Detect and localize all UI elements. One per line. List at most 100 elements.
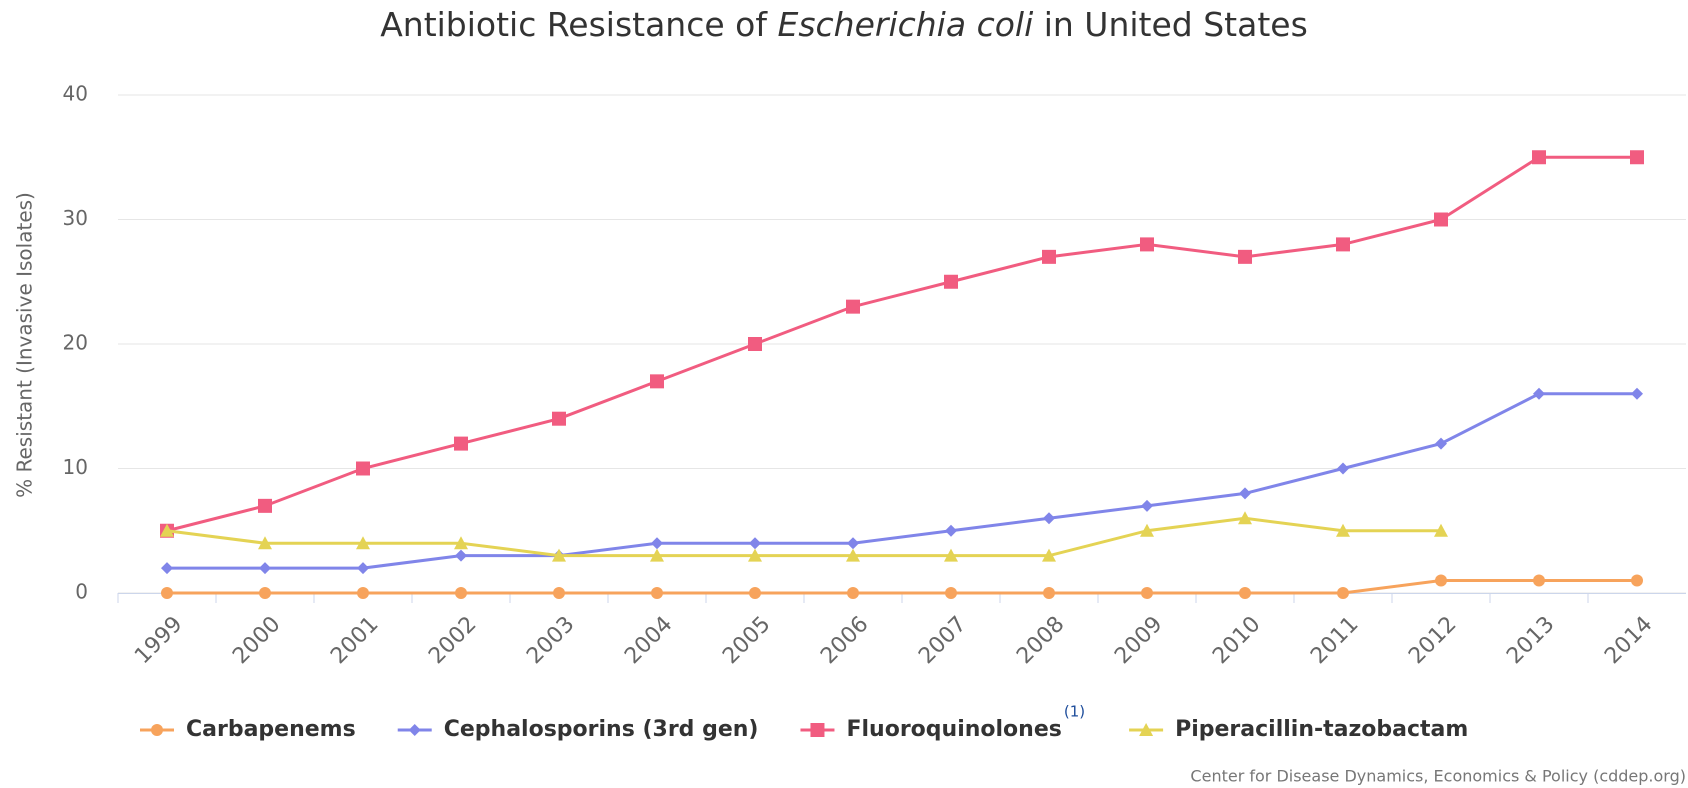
point <box>1238 511 1252 525</box>
legend-label: Carbapenems <box>186 717 356 742</box>
point <box>1042 548 1056 562</box>
point <box>552 548 566 562</box>
point <box>810 723 825 737</box>
point <box>847 537 859 550</box>
point <box>1239 487 1251 500</box>
title-italic: Escherichia coli <box>777 5 1033 44</box>
point <box>748 337 762 351</box>
point <box>161 562 173 575</box>
legend-item: Cephalosporins (3rd gen) <box>397 717 759 742</box>
point <box>552 411 566 426</box>
legend-item: Piperacillin-tazobactam <box>1129 717 1468 742</box>
point <box>357 562 369 575</box>
series-line <box>166 155 1637 533</box>
point <box>1533 387 1545 400</box>
point <box>944 274 958 289</box>
point <box>748 548 762 562</box>
point <box>161 587 173 599</box>
point <box>151 724 163 736</box>
point <box>1140 523 1154 537</box>
point <box>1533 574 1545 587</box>
point <box>1532 150 1546 165</box>
point <box>1336 237 1350 252</box>
y-tick-label: 0 <box>75 580 88 604</box>
point <box>1631 387 1643 400</box>
point <box>749 537 761 550</box>
point <box>944 548 958 562</box>
legend-item: Carbapenems <box>140 717 356 742</box>
y-tick-label: 30 <box>63 206 88 230</box>
series-line <box>166 516 1441 558</box>
x-tick-label: 1999 <box>130 612 187 669</box>
point <box>1043 587 1055 599</box>
y-tick-label: 40 <box>63 82 88 106</box>
x-tick-label: 2014 <box>1600 612 1657 669</box>
legend-footnote: (1) <box>1064 703 1085 721</box>
point <box>1239 587 1251 599</box>
point <box>1337 587 1349 599</box>
legend-label: Fluoroquinolones <box>846 717 1061 742</box>
point <box>1434 212 1448 227</box>
point <box>749 587 761 599</box>
point <box>847 587 859 599</box>
point <box>454 436 468 451</box>
point <box>1337 462 1349 475</box>
series-line <box>167 579 1637 595</box>
x-tick-label: 2012 <box>1404 612 1461 669</box>
series-line <box>167 392 1637 570</box>
y-tick-label: 20 <box>63 331 88 355</box>
point <box>1435 574 1447 587</box>
point <box>846 299 860 314</box>
point <box>945 587 957 599</box>
point <box>1042 249 1056 264</box>
point <box>356 536 370 550</box>
point <box>259 562 271 575</box>
title-part: Antibiotic Resistance of <box>380 5 768 44</box>
point <box>651 537 663 550</box>
x-tick-label: 2002 <box>424 612 481 669</box>
point <box>553 587 565 599</box>
point <box>259 587 271 599</box>
point <box>650 374 664 389</box>
x-tick-label: 2011 <box>1306 612 1363 669</box>
point <box>455 549 467 562</box>
x-tick-label: 2009 <box>1110 612 1167 669</box>
point <box>1141 499 1153 512</box>
point <box>1631 574 1643 587</box>
legend-item: Fluoroquinolones(1) <box>800 703 1085 742</box>
legend-label: Piperacillin-tazobactam <box>1175 717 1468 742</box>
x-tick-label: 2003 <box>522 612 579 669</box>
point <box>160 523 174 537</box>
x-tick-label: 2007 <box>914 612 971 669</box>
point <box>1141 587 1153 599</box>
point <box>1043 512 1055 525</box>
x-tick-label: 2006 <box>816 612 873 669</box>
point <box>945 524 957 537</box>
title-part: in United States <box>1044 5 1308 44</box>
point <box>455 587 467 599</box>
x-tick-label: 2001 <box>326 612 383 669</box>
point <box>356 461 370 476</box>
point <box>1336 523 1350 537</box>
point <box>1238 249 1252 264</box>
credit: Center for Disease Dynamics, Economics &… <box>1190 767 1686 786</box>
point <box>846 548 860 562</box>
legend-label: Cephalosporins (3rd gen) <box>444 717 759 742</box>
x-tick-label: 2013 <box>1502 612 1559 669</box>
x-tick-label: 2005 <box>718 612 775 669</box>
point <box>650 548 664 562</box>
chart-title: Antibiotic Resistance of Escherichia col… <box>380 5 1308 44</box>
y-axis-label: % Resistant (Invasive Isolates) <box>13 192 37 498</box>
point <box>408 724 421 736</box>
point <box>651 587 663 599</box>
point <box>258 498 272 513</box>
point <box>357 587 369 599</box>
x-tick-label: 2010 <box>1208 612 1265 669</box>
point <box>454 536 468 550</box>
point <box>1139 723 1154 736</box>
y-tick-label: 10 <box>63 455 88 479</box>
point <box>1140 237 1154 252</box>
point <box>1630 150 1644 165</box>
x-tick-label: 2004 <box>620 612 677 669</box>
